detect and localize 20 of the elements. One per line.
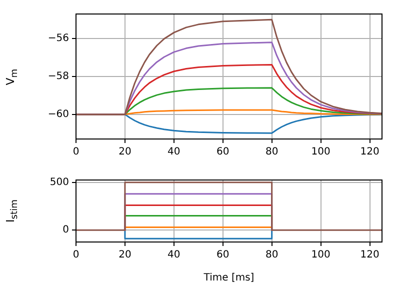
x-tick-label: 40 — [168, 250, 180, 261]
x-tick-label: 100 — [311, 146, 330, 158]
y-tick-label: 500 — [50, 176, 69, 188]
x-tick-label: 80 — [265, 250, 278, 261]
x-tick-label: 80 — [265, 146, 278, 158]
y-tick-label: −60 — [48, 108, 69, 120]
x-tick-label: 20 — [118, 146, 132, 158]
x-tick-label: 0 — [72, 250, 80, 261]
x-tick-label: 120 — [360, 250, 380, 261]
x-tick-label: 120 — [360, 146, 380, 158]
x-tick-label: 20 — [118, 250, 132, 261]
x-tick-label: 60 — [216, 250, 230, 261]
x-tick-label: 40 — [168, 146, 180, 158]
x-axis-title: Time [ms] — [202, 272, 254, 284]
x-tick-label: 60 — [216, 146, 230, 158]
y-tick-label: −56 — [48, 33, 69, 44]
x-tick-label: 0 — [72, 146, 80, 158]
x-tick-label: 100 — [311, 250, 330, 261]
y-tick-label: −58 — [48, 71, 69, 82]
y-tick-label: 0 — [62, 224, 69, 236]
